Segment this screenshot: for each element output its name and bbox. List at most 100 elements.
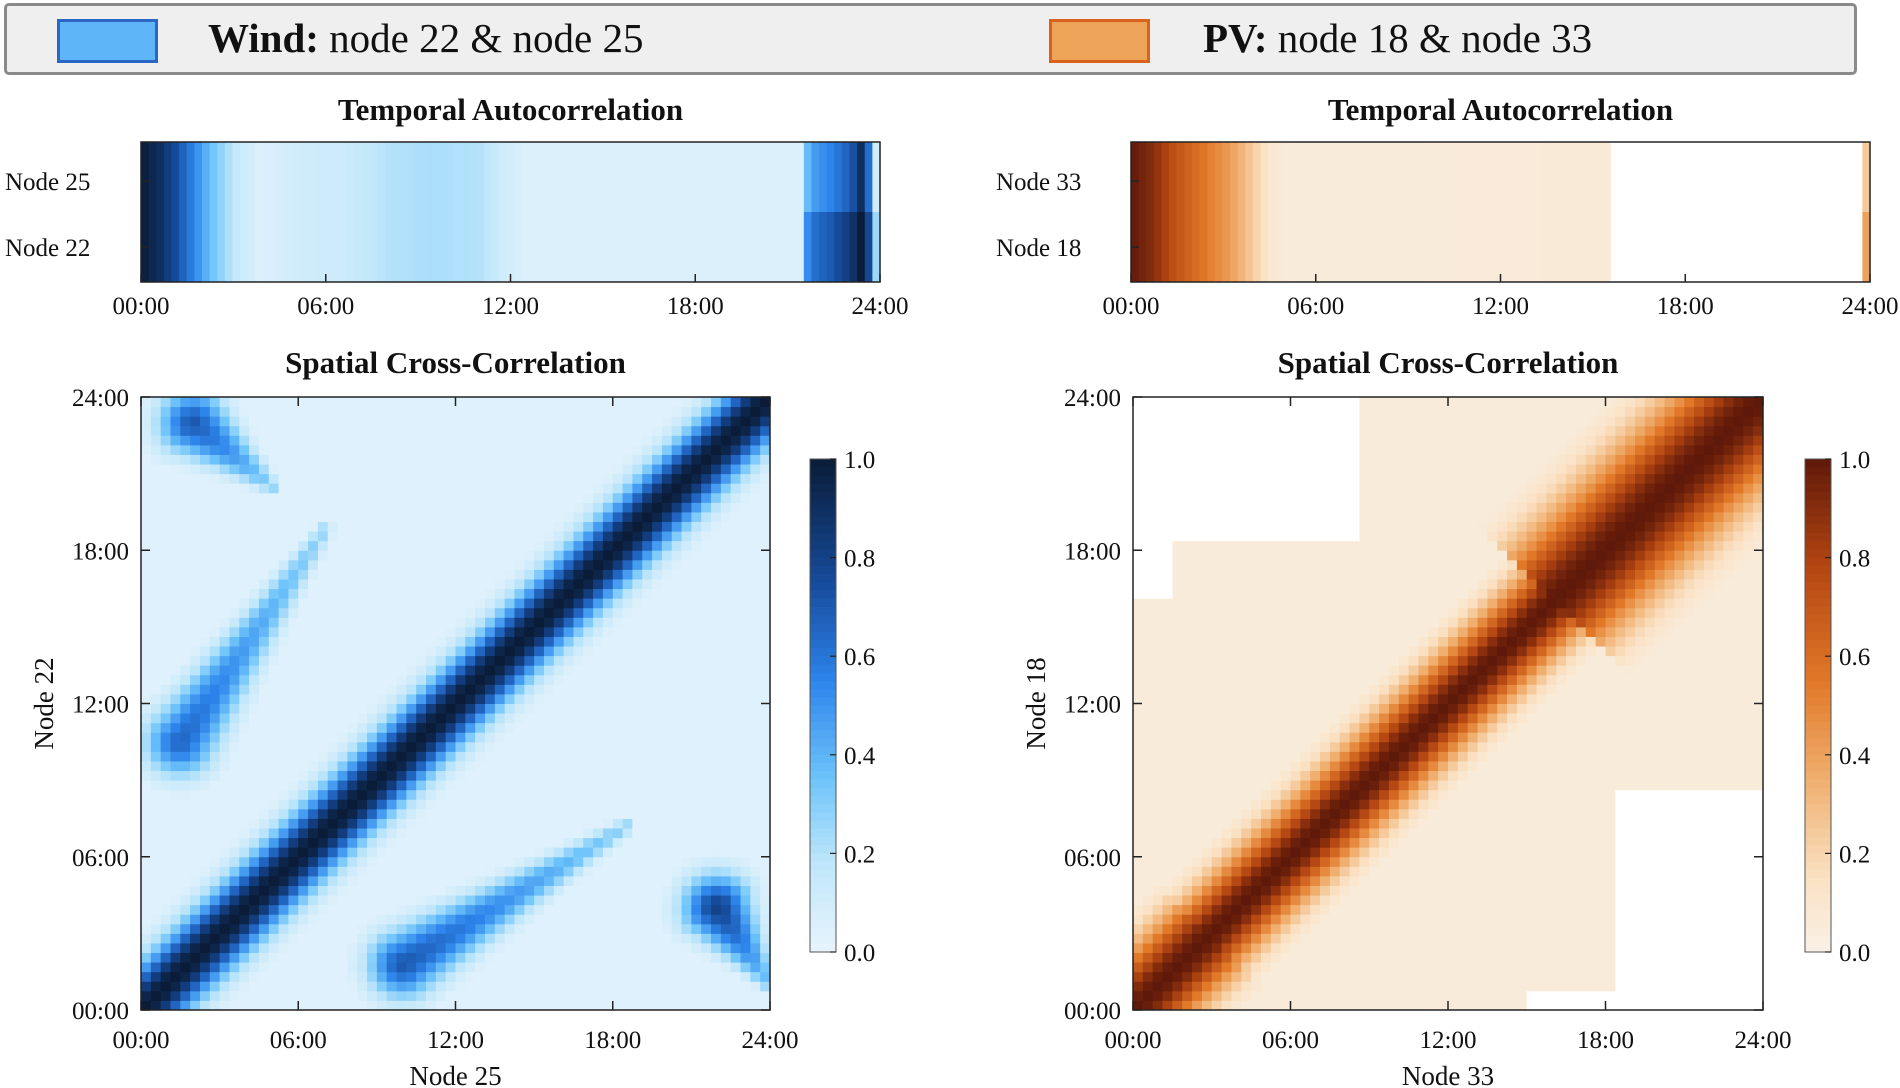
wind_spatial-cell [534,655,545,666]
pv_temporal-cell [1732,142,1742,212]
wind_spatial-cell [219,713,230,724]
pv_spatial-cell [1142,684,1154,695]
wind_spatial-cell [160,626,171,637]
wind_temporal-cell [834,212,843,282]
wind_spatial-cell [229,837,240,848]
wind_spatial-cell [357,674,368,685]
wind_spatial-colorbar-cell [810,491,836,501]
wind_spatial-cell [750,483,761,494]
pv_spatial-cell [1172,856,1183,867]
wind_spatial-cell [632,847,643,858]
wind_temporal-cell [430,142,439,212]
wind_spatial-cell [308,483,319,494]
wind_spatial-cell [494,703,506,714]
wind_spatial-cell [475,502,486,513]
wind_spatial-cell [170,636,181,647]
wind_spatial-cell [573,895,584,906]
pv_temporal-cell [1847,142,1856,212]
wind_spatial-cell [573,473,584,484]
wind_spatial-cell [219,397,230,408]
wind_spatial-cell [258,502,270,513]
wind_spatial-cell [563,837,574,848]
wind_spatial-cell [701,837,712,848]
wind_spatial-cell [504,933,515,944]
pv_temporal-cell [1755,212,1764,282]
wind_spatial-cell [298,406,309,417]
wind_spatial-cell [543,483,555,494]
wind_spatial-cell [760,473,771,484]
wind_spatial-cell [514,952,525,963]
wind_spatial-cell [229,550,240,561]
pv_temporal-cell [1473,142,1483,212]
wind_spatial-cell [494,933,506,944]
wind_spatial-cell [347,607,358,618]
wind_spatial-cell [308,866,319,877]
wind_spatial-cell [681,655,692,666]
wind_spatial-cell [426,693,437,704]
wind_spatial-cell [288,550,299,561]
wind_spatial-cell [711,866,722,877]
wind_spatial-cell [150,981,162,992]
wind_spatial-cell [760,674,771,685]
wind_temporal-cell [605,142,614,212]
wind_spatial-cell [327,425,339,436]
wind_spatial-cell [534,971,545,982]
wind_spatial-cell [691,492,702,503]
wind_spatial-cell [278,990,289,1001]
wind_spatial-cell [740,598,751,609]
wind_spatial-cell [445,713,456,724]
wind_spatial-cell [298,665,309,676]
wind_spatial-cell [671,875,683,886]
wind_spatial-cell [652,741,663,752]
wind_spatial-cell [534,444,545,455]
wind_spatial-cell [504,885,515,896]
pv_temporal-cell [1367,142,1376,212]
wind_spatial-cell [357,866,368,877]
wind_spatial-cell [661,808,673,819]
wind_spatial-cell [671,828,683,839]
wind_spatial-cell [553,444,565,455]
wind_spatial-cell [652,789,663,800]
wind_spatial-cell [249,416,260,427]
pv_temporal-cell [1786,212,1795,282]
wind_spatial-cell [239,914,250,925]
wind_spatial-cell [475,492,486,503]
wind_temporal-cell [628,212,637,282]
wind_spatial-cell [760,435,771,446]
wind_spatial-cell [720,502,732,513]
wind_spatial-x-tick-label: 18:00 [584,1027,641,1054]
wind_spatial-cell [229,770,240,781]
wind_spatial-cell [612,760,624,772]
wind_spatial-cell [396,1000,407,1011]
wind_spatial-cell [465,703,476,714]
wind_spatial-cell [190,780,201,791]
wind_spatial-cell [219,751,230,762]
pv_temporal-cell [1161,142,1170,212]
wind_spatial-cell [229,655,240,666]
wind_spatial-cell [160,588,171,599]
wind_spatial-cell [141,617,152,628]
wind_temporal-cell [727,212,736,282]
wind_spatial-cell [258,962,270,973]
wind_spatial-cell [543,828,555,839]
pv_spatial-cell [1133,655,1144,666]
wind_spatial-cell [730,646,742,657]
wind_spatial-cell [416,789,427,800]
wind_spatial-cell [681,990,692,1001]
wind_spatial-cell [298,464,309,475]
wind_spatial-cell [514,435,525,446]
wind_spatial-cell [730,981,742,992]
wind_temporal-x-tick-label: 12:00 [482,293,539,320]
wind_spatial-cell [357,693,368,704]
wind_spatial-cell [219,732,230,743]
wind_spatial-cell [524,454,535,465]
wind_temporal-cell [483,142,493,212]
wind_spatial-cell [475,885,486,896]
wind_spatial-cell [475,540,486,551]
wind_spatial-cell [219,866,230,877]
wind_spatial-cell [455,578,466,590]
wind_spatial-colorbar-cell [810,606,836,616]
wind_temporal-cell [620,212,630,282]
wind_spatial-cell [720,511,732,523]
wind_spatial-cell [327,531,339,542]
